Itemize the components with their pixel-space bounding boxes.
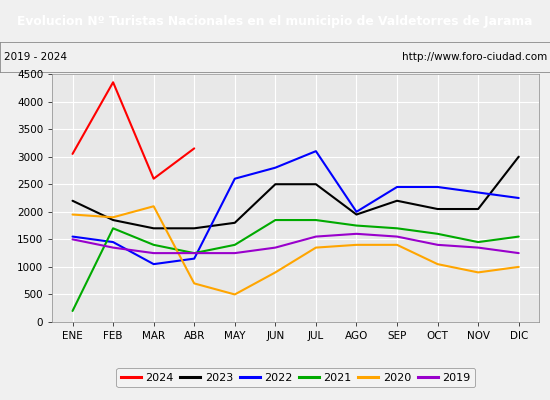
Legend: 2024, 2023, 2022, 2021, 2020, 2019: 2024, 2023, 2022, 2021, 2020, 2019	[116, 368, 475, 387]
Text: 2019 - 2024: 2019 - 2024	[4, 52, 68, 62]
Text: http://www.foro-ciudad.com: http://www.foro-ciudad.com	[402, 52, 547, 62]
Text: Evolucion Nº Turistas Nacionales en el municipio de Valdetorres de Jarama: Evolucion Nº Turistas Nacionales en el m…	[17, 14, 533, 28]
